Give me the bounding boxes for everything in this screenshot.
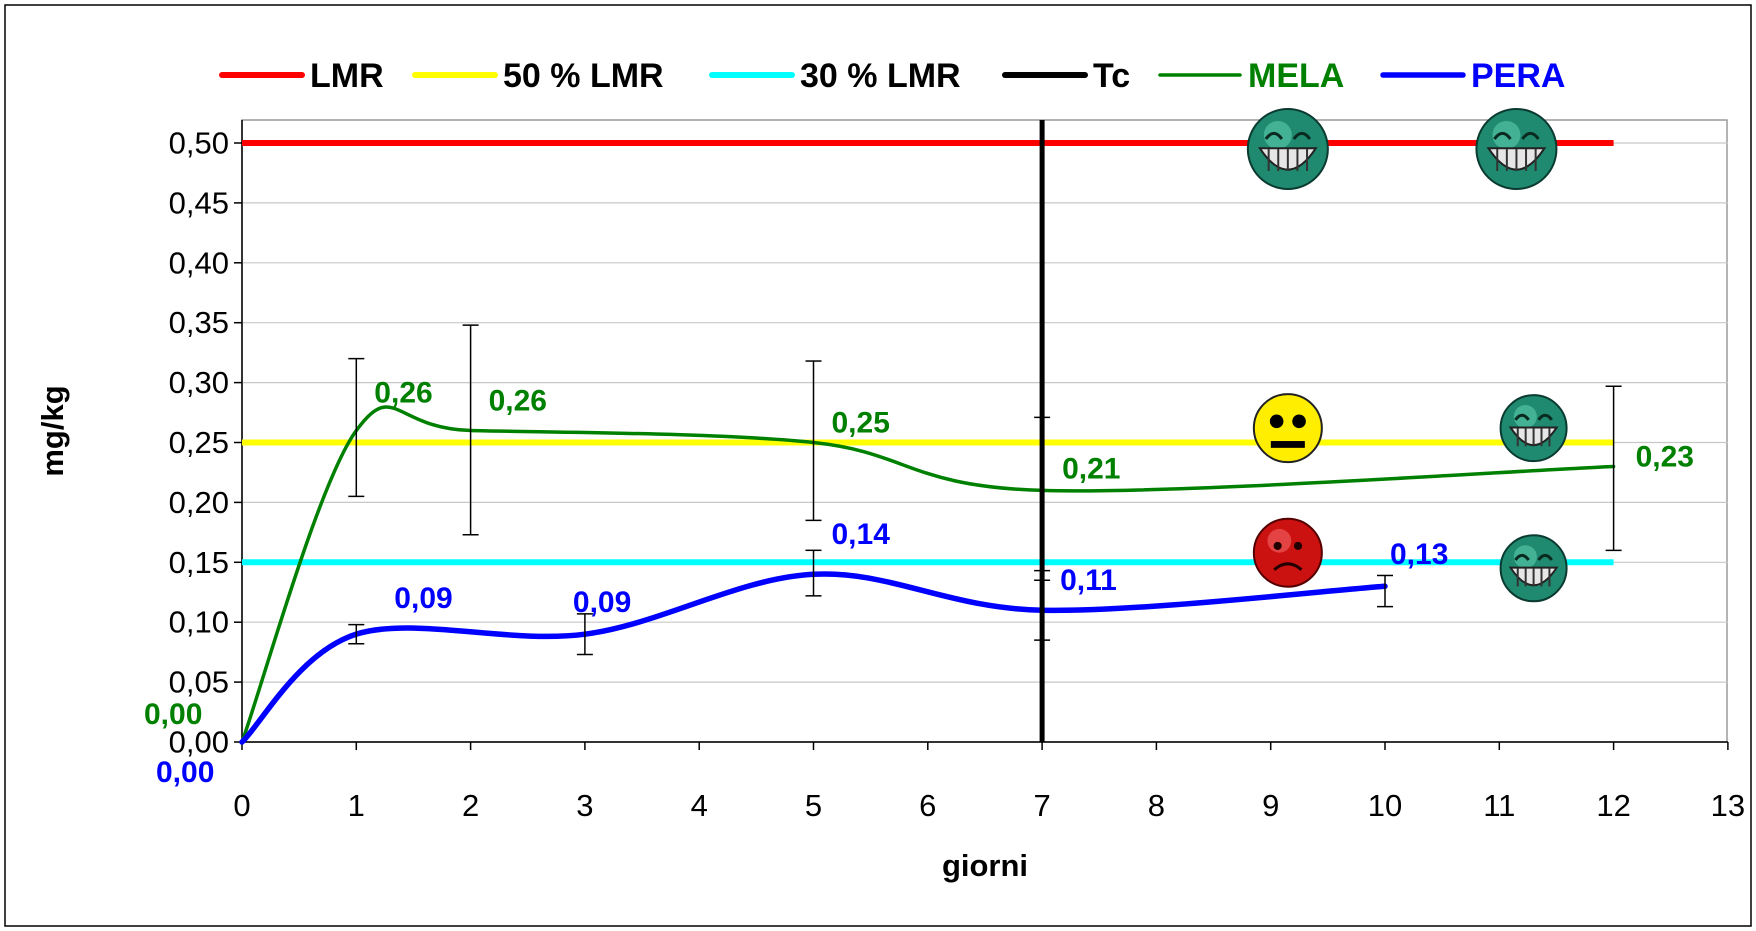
eye bbox=[1514, 553, 1530, 561]
eye bbox=[1292, 131, 1312, 140]
eye bbox=[1264, 131, 1284, 140]
legend-label: 50 % LMR bbox=[503, 57, 664, 95]
grinning-face-icon bbox=[1246, 107, 1329, 190]
eye bbox=[1537, 553, 1553, 561]
emoticons bbox=[1246, 107, 1568, 603]
eye bbox=[1521, 131, 1540, 140]
grinning-face-icon bbox=[1499, 394, 1568, 463]
data-label: 0,23 bbox=[1636, 440, 1694, 473]
y-tick-label: 0,35 bbox=[169, 305, 229, 340]
x-tick-label: 5 bbox=[805, 788, 822, 823]
data-label: 0,14 bbox=[832, 518, 891, 551]
neutral-face-icon bbox=[1252, 393, 1323, 464]
data-label: 0,09 bbox=[394, 582, 452, 615]
eye bbox=[1293, 541, 1303, 550]
legend-label: MELA bbox=[1248, 57, 1344, 95]
y-tick-label: 0,50 bbox=[169, 126, 229, 161]
legend-label: LMR bbox=[310, 57, 384, 95]
y-tick-label: 0,25 bbox=[169, 425, 229, 460]
y-tick-label: 0,45 bbox=[169, 185, 229, 220]
legend: LMR 50 % LMR 30 % LMR Tc MELA PERA bbox=[219, 57, 1565, 95]
eye bbox=[1273, 541, 1282, 550]
data-label: 0,11 bbox=[1060, 564, 1117, 597]
data-label: 0,26 bbox=[489, 384, 547, 417]
x-axis-title: giorni bbox=[942, 848, 1028, 883]
x-tick-label: 0 bbox=[233, 788, 250, 823]
data-label: 0,26 bbox=[374, 376, 432, 409]
x-tick-label: 7 bbox=[1033, 788, 1050, 823]
x-tick-label: 11 bbox=[1483, 788, 1515, 823]
data-labels: 0,00 0,26 0,26 0,25 0,21 0,23 0,00 0,09 0,09 0,14… bbox=[144, 376, 1694, 788]
y-tick-label: 0,10 bbox=[169, 605, 229, 640]
y-tick-label: 0,40 bbox=[169, 245, 229, 280]
x-tick-label: 3 bbox=[576, 788, 593, 823]
data-label: 0,13 bbox=[1390, 538, 1448, 571]
y-axis: 0,00 0,05 0,10 0,15 0,20 0,25 0,30 0,35 0,40 0,45… bbox=[169, 120, 243, 760]
x-tick-label: 13 bbox=[1711, 788, 1745, 823]
data-label: 0,00 bbox=[156, 756, 214, 789]
y-tick-label: 0,20 bbox=[169, 485, 229, 520]
x-axis: 0 1 2 3 4 5 6 7 8 9 10 11 12 13 bbox=[233, 741, 1745, 823]
legend-label: Tc bbox=[1093, 57, 1130, 95]
legend-label: PERA bbox=[1471, 57, 1565, 95]
mouth bbox=[1273, 562, 1303, 571]
series-line bbox=[240, 405, 1616, 744]
x-tick-label: 9 bbox=[1262, 788, 1279, 823]
face-highlight bbox=[1267, 528, 1292, 553]
y-tick-label: 0,15 bbox=[169, 545, 229, 580]
sad-face-icon bbox=[1252, 517, 1323, 588]
x-tick-label: 2 bbox=[462, 788, 479, 823]
eye bbox=[1493, 131, 1512, 140]
data-label: 0,00 bbox=[144, 698, 202, 731]
x-tick-label: 4 bbox=[691, 788, 708, 823]
mouth bbox=[1270, 441, 1305, 448]
chart-border bbox=[4, 4, 1752, 927]
y-tick-label: 0,05 bbox=[169, 665, 229, 700]
x-tick-label: 1 bbox=[348, 788, 365, 823]
x-tick-label: 8 bbox=[1148, 788, 1165, 823]
face-circle bbox=[1252, 393, 1323, 464]
grinning-face-icon bbox=[1499, 534, 1568, 603]
x-tick-label: 10 bbox=[1368, 788, 1402, 823]
y-axis-title: mg/kg bbox=[35, 385, 70, 476]
face-circle bbox=[1252, 517, 1323, 588]
data-label: 0,09 bbox=[573, 586, 631, 619]
data-label: 0,21 bbox=[1062, 452, 1120, 485]
y-tick-label: 0,30 bbox=[169, 365, 229, 400]
eye bbox=[1537, 413, 1553, 421]
legend-label: 30 % LMR bbox=[800, 57, 961, 95]
x-tick-label: 12 bbox=[1596, 788, 1630, 823]
eye bbox=[1269, 414, 1284, 429]
grinning-face-icon bbox=[1475, 107, 1558, 190]
x-tick-label: 6 bbox=[919, 788, 936, 823]
eye bbox=[1514, 413, 1530, 421]
eye bbox=[1292, 414, 1306, 429]
y-tick-label: 0,00 bbox=[169, 725, 229, 760]
data-label: 0,25 bbox=[832, 406, 890, 439]
